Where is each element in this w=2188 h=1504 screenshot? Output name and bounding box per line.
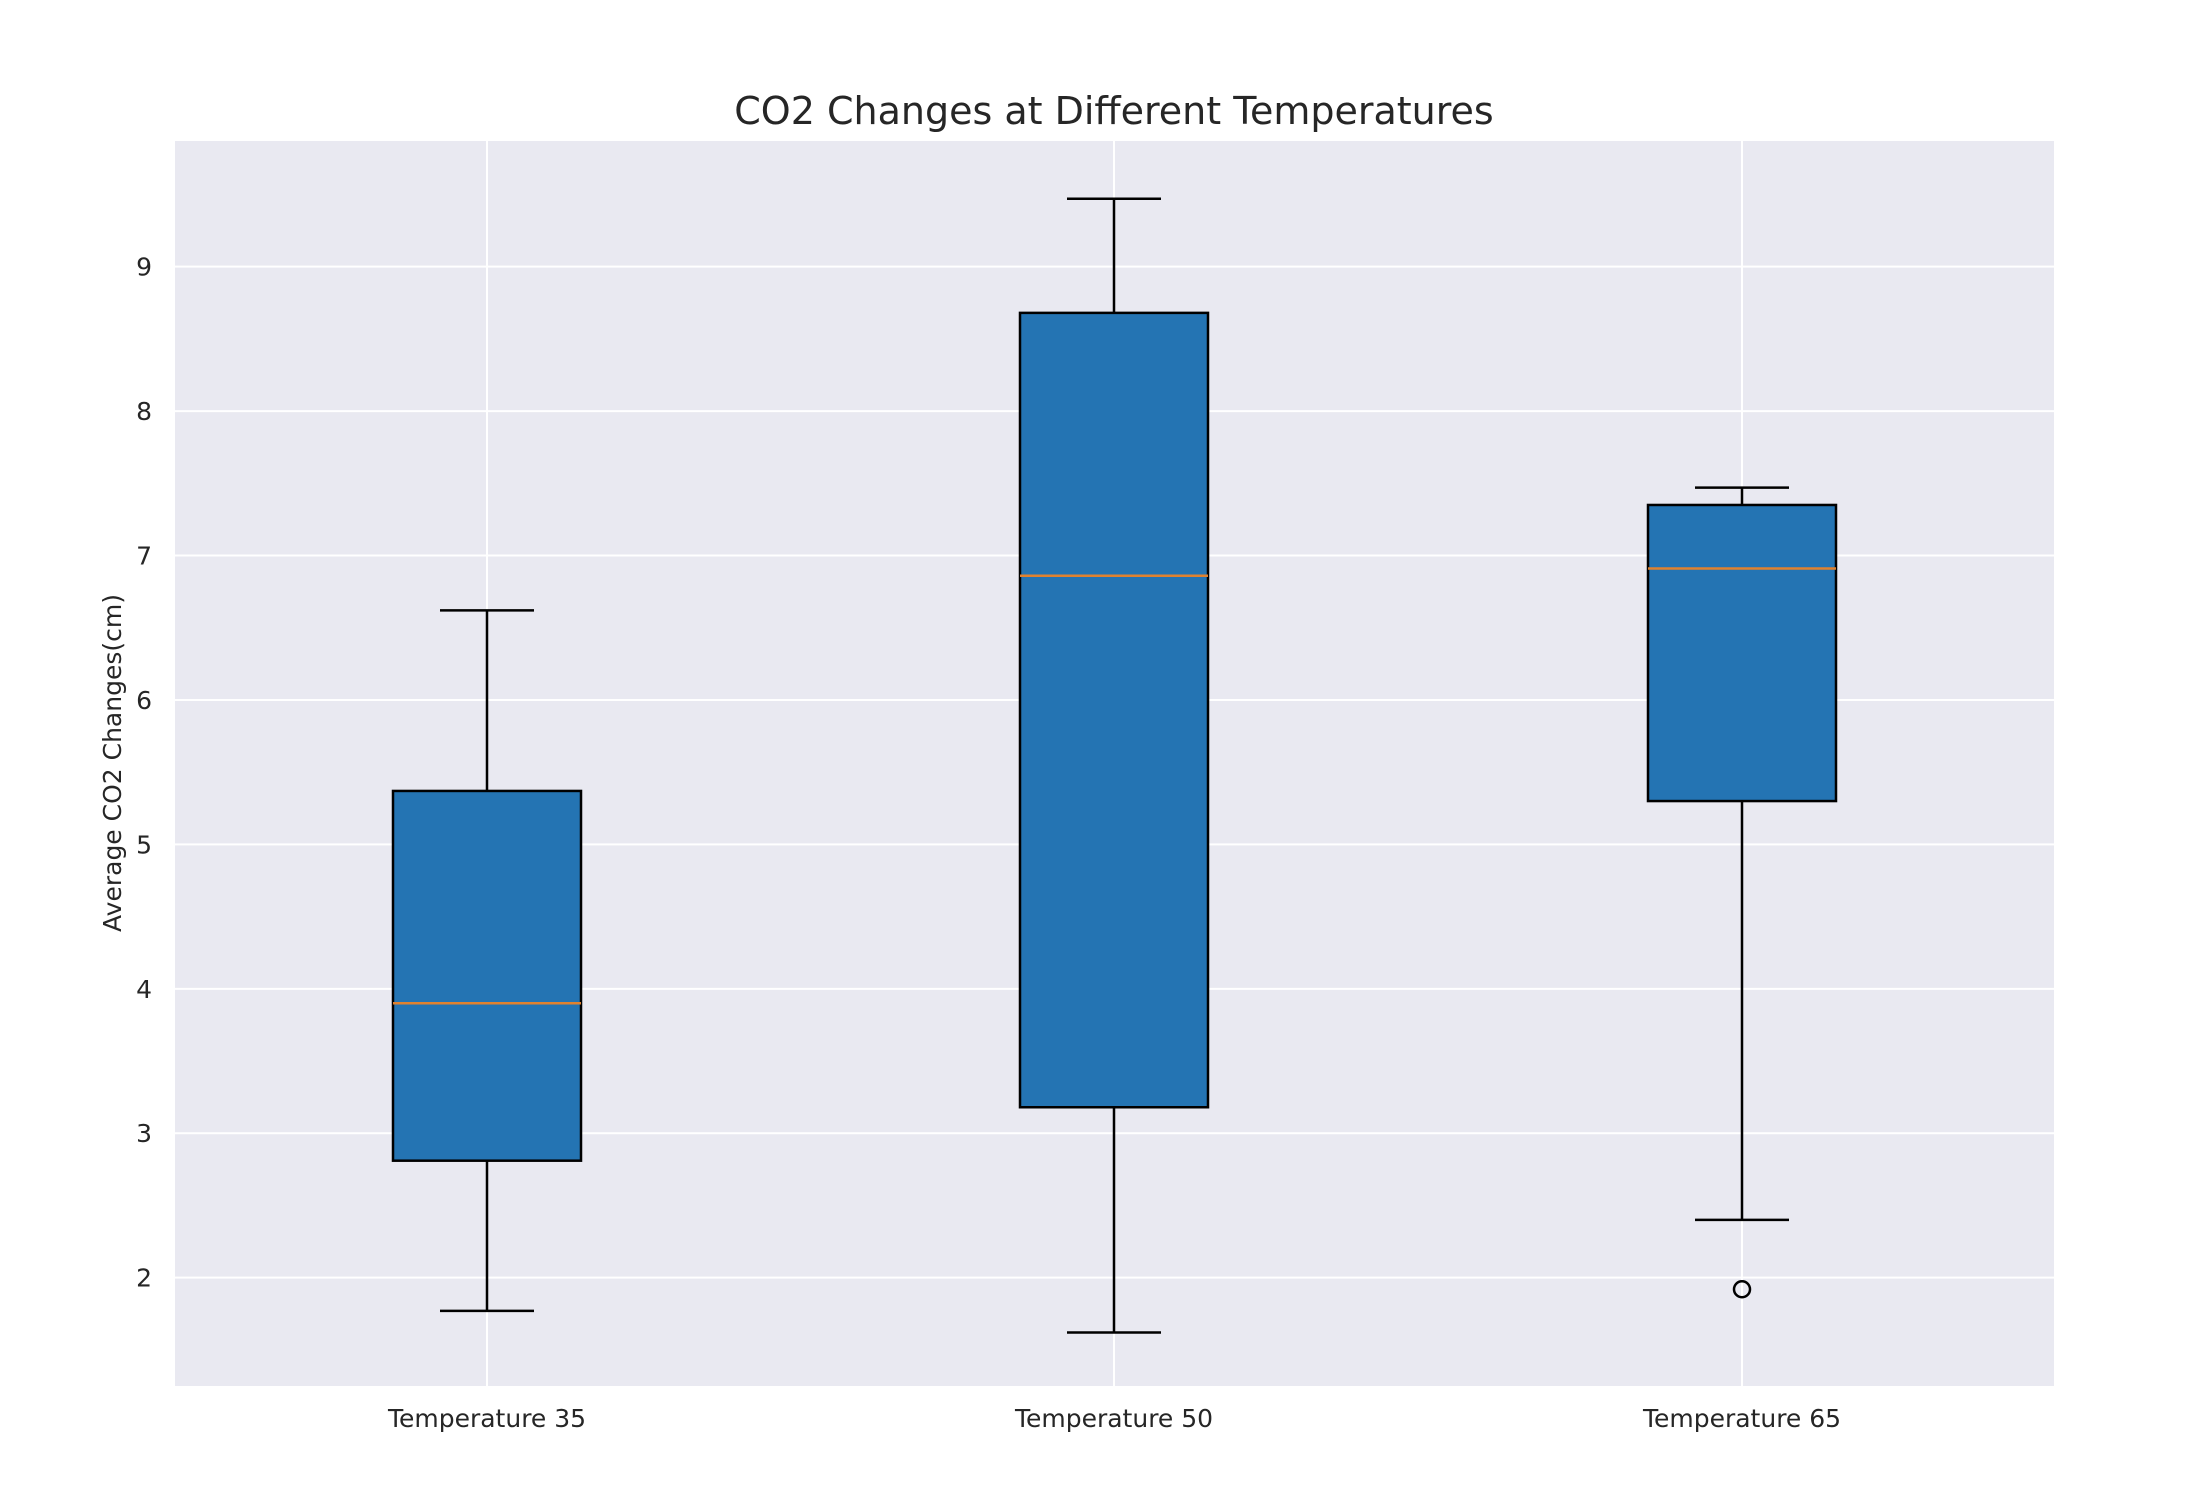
box-body — [1018, 311, 1210, 1109]
box-group — [1018, 197, 1210, 1334]
y-tick-label: 9 — [136, 253, 152, 282]
box-group — [1646, 486, 1838, 1299]
outlier-point — [1732, 1279, 1752, 1299]
y-tick-label: 5 — [136, 830, 152, 859]
box-body — [391, 789, 583, 1162]
x-tick-label: Temperature 35 — [387, 1404, 586, 1433]
chart-title: CO2 Changes at Different Temperatures — [734, 89, 1493, 133]
box-group — [391, 609, 583, 1313]
x-tick-label: Temperature 65 — [1642, 1404, 1841, 1433]
y-axis-label: Average CO2 Changes(cm) — [98, 594, 127, 932]
y-tick-label: 2 — [136, 1264, 152, 1293]
tick-labels: 2 3 4 5 6 7 8 9 Temperature 35 Temperature 50 Temp… — [136, 253, 1841, 1433]
y-tick-label: 4 — [136, 975, 152, 1004]
x-tick-label: Temperature 50 — [1014, 1404, 1213, 1433]
y-tick-label: 6 — [136, 686, 152, 715]
y-tick-label: 7 — [136, 542, 152, 571]
box-body — [1646, 503, 1838, 803]
y-tick-label: 3 — [136, 1119, 152, 1148]
box-series — [391, 197, 1838, 1334]
y-tick-label: 8 — [136, 397, 152, 426]
